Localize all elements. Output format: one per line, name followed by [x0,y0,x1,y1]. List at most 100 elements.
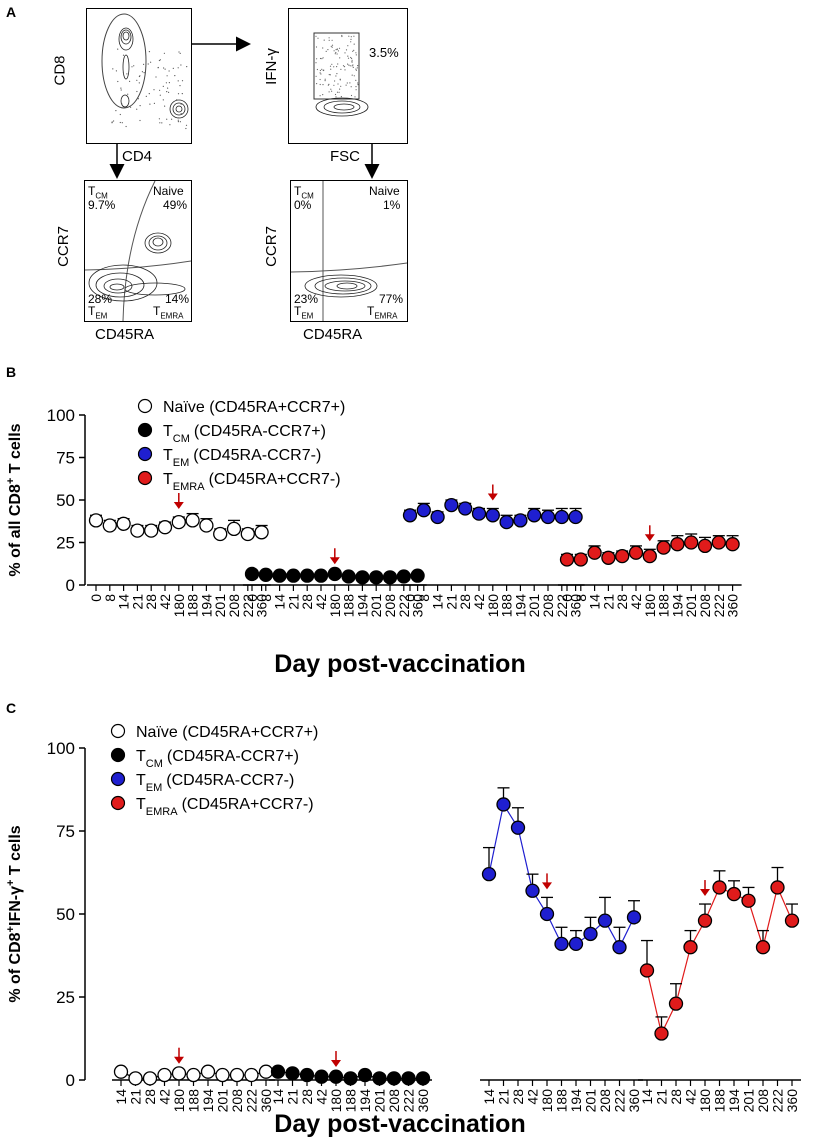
x-tick-label: 360 [725,594,741,618]
data-point [157,1067,172,1083]
flow-event [350,38,352,40]
y-axis-title: % of all CD8+ T cells [5,423,24,576]
x-tick-label: 188 [499,594,515,618]
data-point [642,548,657,564]
data-point [410,568,425,583]
data-point [254,525,269,540]
flow-event [126,73,128,75]
x-tick-label: 360 [626,1089,642,1113]
flow-event [147,63,149,65]
x-tick-label: 180 [539,1089,555,1113]
flow-event [355,89,357,91]
flow-event [323,39,325,41]
x-tick-label: 42 [157,1089,173,1105]
data-point [539,906,555,922]
x-tick-label: 360 [254,594,270,618]
flow-event [127,93,129,95]
data-point [573,552,588,567]
x-tick-label: 14 [587,594,603,610]
flow-event [341,34,343,37]
data-point [226,521,242,537]
legend-label: TEM (CD45RA-CCR7-) [136,772,294,794]
flow-event [322,47,324,49]
flow-event [353,35,355,37]
flow-event [319,95,321,97]
flow-plot-ccr7-cd45ra-total: TCM 9.7% Naive 49% 28% TEM 14% TEMRA [84,180,192,322]
data-point [88,513,104,528]
flow1-density [101,13,189,130]
vaccination-arrow-head [173,502,184,509]
y-tick-label: 75 [56,449,75,468]
flow-event [345,84,347,86]
flow-event [171,118,173,120]
legend-label: TEM (CD45RA-CCR7-) [163,447,321,469]
legend-marker [110,771,126,787]
flow2-xlabel: FSC [330,148,360,165]
data-point [299,1067,315,1083]
x-tick-label: 188 [554,1089,570,1113]
x-tick-label: 14 [116,594,132,610]
x-tick-label: 194 [198,594,214,618]
flow4-tem-label: TEM [294,304,314,321]
flow3-tem-pct: 28% [88,292,113,306]
flow3-temra-label: TEMRA [153,304,184,321]
flow-event [344,52,346,54]
flow-event [319,83,321,86]
flow-event [321,68,323,70]
y-tick-label: 0 [66,1071,75,1090]
x-tick-label: 222 [244,1089,260,1113]
chart-b: 0 25 50 75 100 % of all CD8+ T cells Day post-… [5,398,742,678]
flow4-tem-pct: 23% [294,292,319,306]
flow-event [174,75,176,77]
data-point [559,552,575,567]
flow-event [167,87,169,89]
data-point [270,1064,286,1079]
flow-event [159,122,161,124]
data-point [784,913,800,928]
flow3-hgate [85,260,191,271]
legend-label: TEMRA (CD45RA+CCR7-) [163,471,341,493]
flow-event [334,93,337,96]
flow-event [166,75,168,77]
data-point [670,537,685,552]
data-point [113,1064,129,1079]
y-tick-label: 75 [56,822,75,841]
flow3-naive-label: Naive [153,184,184,198]
flow-event [351,74,353,76]
data-point [357,1067,373,1083]
data-point [668,996,684,1011]
data-point [527,508,542,523]
flow-event [169,124,171,126]
flow-event [148,93,150,95]
flow3-naive-pct: 49% [163,198,188,212]
x-tick-label: 222 [554,594,570,618]
x-tick-label: 360 [784,1089,800,1113]
data-point [683,940,698,955]
y-tick-label: 50 [56,905,75,924]
x-tick-label: 194 [357,1089,373,1113]
flow-event [179,85,181,87]
flow-event [121,122,123,124]
x-tick-label: 208 [597,1089,613,1113]
x-tick-label: 201 [368,594,384,618]
flow4-xlabel: CD45RA [303,326,363,343]
data-point [628,545,644,560]
flow-event [120,87,122,89]
data-point [496,797,511,812]
flow-event [157,66,159,69]
flow-event [339,88,341,90]
x-tick-label: 28 [510,1089,526,1105]
legend-label: Naïve (CD45RA+CCR7+) [163,399,345,416]
flow-event [330,45,332,47]
data-point [554,509,569,525]
data-point [343,1071,358,1086]
x-tick-label: 0 [402,594,418,602]
x-tick-label: 201 [215,1089,231,1113]
flow-event [355,86,357,88]
series-line [646,885,793,1036]
flow-event [350,56,352,59]
flow-event [323,69,325,71]
data-point [725,537,740,552]
flow-event [322,57,324,59]
